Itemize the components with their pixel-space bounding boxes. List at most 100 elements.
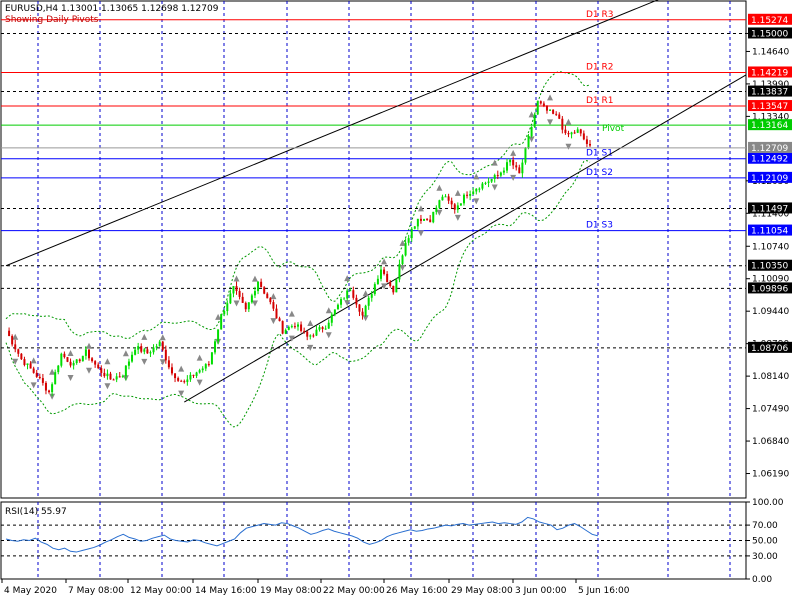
fractal-down-icon bbox=[528, 136, 535, 143]
candle-body bbox=[232, 286, 235, 294]
candle-body bbox=[44, 382, 47, 391]
time-tick-label: 3 Jun 00:00 bbox=[515, 586, 567, 596]
price-tick-label: 1.09440 bbox=[752, 307, 789, 317]
candle-body bbox=[152, 347, 155, 353]
candle-body bbox=[475, 188, 478, 192]
fractal-up-icon bbox=[67, 349, 74, 356]
rsi-label: RSI(14) 55.97 bbox=[5, 507, 67, 517]
candle-body bbox=[69, 361, 72, 366]
fractal-up-icon bbox=[251, 275, 258, 282]
candle-body bbox=[573, 132, 576, 134]
candle-body bbox=[272, 302, 275, 309]
candle-body bbox=[481, 183, 484, 189]
fractal-down-icon bbox=[510, 174, 517, 181]
rsi-tick-label: 50.00 bbox=[752, 537, 778, 547]
fractal-down-icon bbox=[344, 300, 351, 307]
candle-body bbox=[134, 349, 137, 355]
fractal-down-icon bbox=[417, 230, 424, 237]
candle-body bbox=[17, 349, 20, 354]
fractal-down-icon bbox=[307, 344, 314, 351]
candle-body bbox=[536, 101, 539, 115]
fractal-up-icon bbox=[547, 94, 554, 101]
candle-body bbox=[401, 255, 404, 264]
candle-body bbox=[287, 326, 290, 330]
fractal-down-icon bbox=[178, 390, 185, 397]
fractal-down-icon bbox=[30, 382, 37, 389]
price-tag bbox=[748, 341, 792, 353]
candle-body bbox=[118, 376, 121, 378]
candle-body bbox=[506, 162, 509, 171]
candle-body bbox=[340, 299, 343, 305]
fractal-up-icon bbox=[510, 149, 517, 156]
fractal-down-icon bbox=[362, 315, 369, 322]
candle-body bbox=[121, 376, 124, 378]
candle-body bbox=[75, 359, 78, 364]
candle-body bbox=[389, 282, 392, 286]
fractal-down-icon bbox=[565, 143, 572, 150]
candle-body bbox=[456, 205, 459, 210]
price-pane[interactable]: D1 R3 D1 R2 D1 R1 Pivot D1 S1 D1 S2 D1 S3 EURU… bbox=[0, 0, 747, 499]
candle-body bbox=[530, 126, 533, 137]
fractal-down-icon bbox=[491, 184, 498, 191]
candle-body bbox=[379, 269, 382, 279]
fractal-down-icon bbox=[85, 367, 92, 374]
candle-body bbox=[223, 311, 226, 315]
fractal-markers bbox=[12, 94, 572, 400]
fractal-down-icon bbox=[12, 358, 19, 365]
price-tag-label: 1.11054 bbox=[751, 227, 788, 237]
candle-body bbox=[435, 207, 438, 212]
candle-body bbox=[407, 238, 410, 243]
pivot-level-label: D1 S2 bbox=[586, 168, 613, 178]
price-tick-label: 1.07490 bbox=[752, 405, 789, 415]
vertical-grid bbox=[37, 1, 731, 498]
price-tags: 1.15274 1.14219 1.13547 1.13164 1.12492 1.121… bbox=[748, 13, 792, 354]
candle-body bbox=[109, 373, 112, 380]
candle-body bbox=[545, 105, 548, 111]
candle-body bbox=[26, 363, 29, 365]
price-tag bbox=[748, 171, 792, 183]
price-tag-label: 1.08706 bbox=[751, 344, 788, 354]
candle-body bbox=[419, 218, 422, 221]
fractal-up-icon bbox=[104, 358, 111, 365]
candle-body bbox=[361, 311, 364, 316]
fractal-up-icon bbox=[178, 365, 185, 372]
candle-body bbox=[589, 143, 591, 146]
candle-body bbox=[515, 165, 518, 168]
candle-body bbox=[149, 352, 152, 354]
candle-body bbox=[201, 368, 204, 371]
candle-body bbox=[487, 181, 490, 183]
time-tick-label: 14 May 16:00 bbox=[195, 586, 257, 596]
candle-body bbox=[20, 353, 23, 360]
candle-body bbox=[585, 139, 588, 144]
candle-body bbox=[293, 326, 296, 328]
fractal-down-icon bbox=[104, 383, 111, 390]
fractal-down-icon bbox=[196, 379, 203, 386]
candle-body bbox=[398, 263, 401, 280]
candle-body bbox=[549, 109, 552, 111]
candle-body bbox=[321, 327, 324, 329]
candle-body bbox=[373, 284, 376, 295]
time-tick-label: 5 Jun 16:00 bbox=[578, 586, 630, 596]
fractal-down-icon bbox=[233, 300, 240, 307]
candle-body bbox=[115, 376, 118, 380]
candle-body bbox=[8, 330, 11, 336]
rsi-tick-label: 0.00 bbox=[752, 575, 772, 585]
candle-body bbox=[432, 211, 435, 223]
candle-body bbox=[423, 218, 426, 221]
fractal-up-icon bbox=[399, 239, 406, 246]
price-tag bbox=[748, 224, 792, 236]
candle-body bbox=[124, 365, 127, 377]
candle-body bbox=[177, 378, 180, 381]
candle-body bbox=[106, 373, 109, 377]
candle-body bbox=[300, 324, 303, 331]
pivot-level-label: D1 S1 bbox=[586, 149, 613, 159]
candle-body bbox=[112, 379, 115, 381]
fractal-down-icon bbox=[399, 264, 406, 271]
symbol-info: EURUSD,H4 1.13001 1.13065 1.12698 1.1270… bbox=[5, 4, 219, 14]
candle-body bbox=[41, 378, 44, 383]
candle-body bbox=[35, 372, 38, 377]
time-tick-label: 19 May 08:00 bbox=[260, 586, 322, 596]
candle-body bbox=[484, 182, 487, 184]
